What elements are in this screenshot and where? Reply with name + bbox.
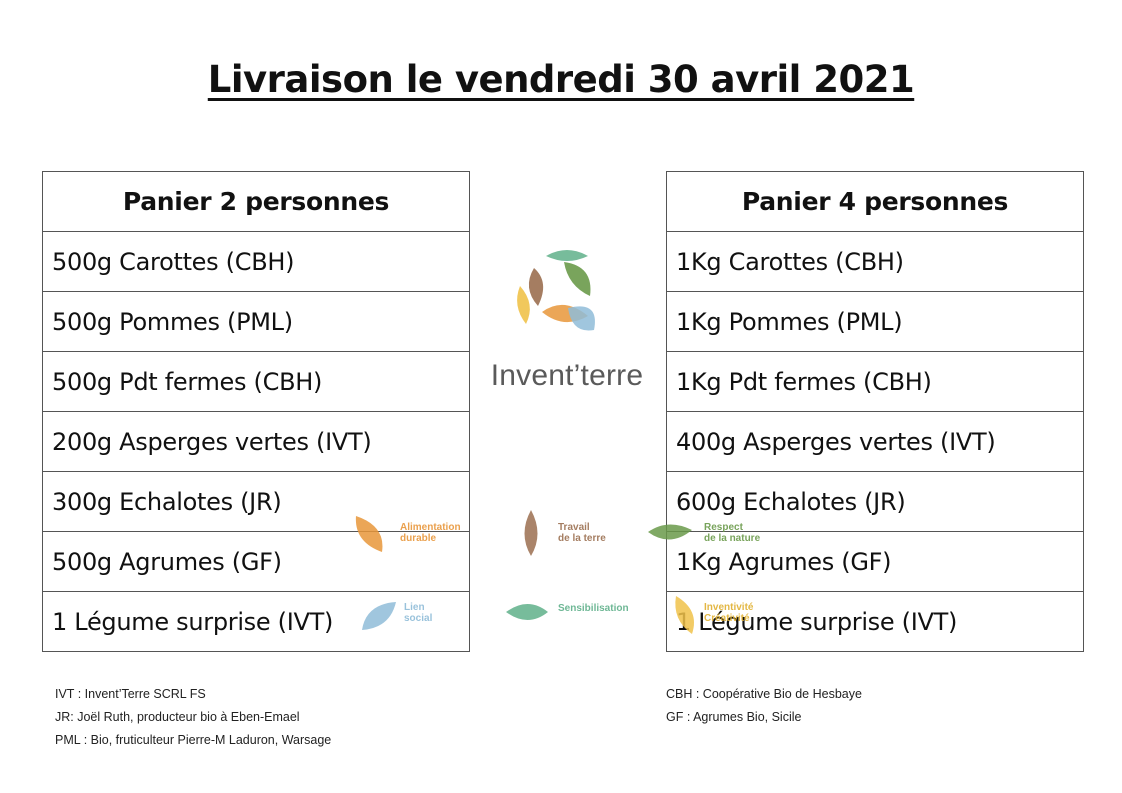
- basket-2-item: 300g Echalotes (JR): [42, 471, 470, 532]
- basket-4-item: 1Kg Carottes (CBH): [666, 231, 1084, 292]
- basket-2-table: Panier 2 personnes 500g Carottes (CBH) 5…: [42, 171, 470, 652]
- basket-2-item: 500g Pdt fermes (CBH): [42, 351, 470, 412]
- basket-4-header: Panier 4 personnes: [666, 171, 1084, 232]
- footnotes-right: CBH : Coopérative Bio de Hesbaye GF : Ag…: [666, 683, 862, 729]
- basket-4-item: 1Kg Pommes (PML): [666, 291, 1084, 352]
- page-title: Livraison le vendredi 30 avril 2021: [207, 58, 915, 101]
- footnotes-left: IVT : Invent’Terre SCRL FS JR: Joël Ruth…: [55, 683, 331, 752]
- footnote-line: IVT : Invent’Terre SCRL FS: [55, 687, 206, 701]
- basket-2-item: 500g Carottes (CBH): [42, 231, 470, 292]
- teal-leaf-icon: [506, 604, 548, 620]
- basket-4-item: 1Kg Pdt fermes (CBH): [666, 351, 1084, 412]
- basket-4-item: 1 Légume surprise (IVT): [666, 591, 1084, 652]
- basket-2-item: 200g Asperges vertes (IVT): [42, 411, 470, 472]
- basket-4-item: 400g Asperges vertes (IVT): [666, 411, 1084, 472]
- basket-2-header: Panier 2 personnes: [42, 171, 470, 232]
- basket-4-item: 600g Echalotes (JR): [666, 471, 1084, 532]
- basket-2-item: 1 Légume surprise (IVT): [42, 591, 470, 652]
- footnote-line: JR: Joël Ruth, producteur bio à Eben-Ema…: [55, 710, 300, 724]
- value-label: Sensibilisation: [558, 603, 629, 614]
- inventterre-logo: Invent’terre: [472, 244, 662, 404]
- footnote-line: CBH : Coopérative Bio de Hesbaye: [666, 687, 862, 701]
- basket-2-item: 500g Agrumes (GF): [42, 531, 470, 592]
- basket-4-item: 1Kg Agrumes (GF): [666, 531, 1084, 592]
- brown-leaf-icon: [524, 510, 538, 556]
- logo-leaves-icon: [517, 250, 595, 331]
- basket-4-table: Panier 4 personnes 1Kg Carottes (CBH) 1K…: [666, 171, 1084, 652]
- footnote-line: PML : Bio, fruticulteur Pierre-M Laduron…: [55, 733, 332, 747]
- logo-wordmark: Invent’terre: [490, 359, 644, 392]
- footnote-line: GF : Agrumes Bio, Sicile: [666, 710, 802, 724]
- basket-2-item: 500g Pommes (PML): [42, 291, 470, 352]
- value-label: Travail de la terre: [558, 522, 606, 544]
